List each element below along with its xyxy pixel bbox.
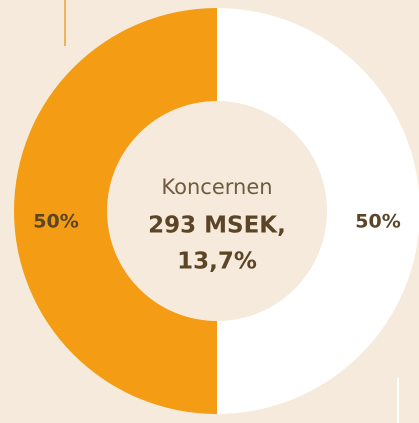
center-label: Koncernen	[161, 175, 272, 199]
donut-slice	[14, 8, 217, 414]
center-value: 293 MSEK,	[148, 213, 286, 239]
donut-slice	[217, 8, 419, 414]
value-label: 50%	[355, 211, 400, 233]
value-label: 50%	[33, 211, 78, 233]
center-value: 13,7%	[177, 249, 257, 275]
